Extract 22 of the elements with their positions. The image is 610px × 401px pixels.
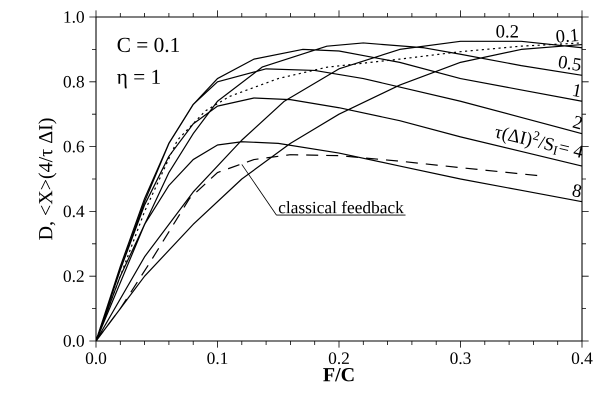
x-tick-label: 0.1 (207, 352, 228, 364)
x-tick-label: 0.4 (572, 352, 593, 364)
y-tick-label: 0.6 (64, 140, 84, 152)
x-tick-label: 0.3 (450, 352, 471, 364)
y-tick-label: 0.2 (64, 270, 84, 282)
legend-label: 0.1 (556, 28, 578, 43)
y-tick-label: 0.0 (64, 335, 84, 347)
x-tick-label: 0.2 (328, 352, 349, 364)
x-axis-title: F/C (323, 368, 354, 382)
legend-label: 8 (572, 184, 582, 198)
legend-label: 0.5 (558, 56, 581, 71)
legend-label: 0.2 (496, 25, 518, 38)
y-tick-label: 1.0 (64, 11, 84, 23)
legend-label: 1 (572, 84, 580, 98)
x-tick-label: 0.0 (86, 352, 106, 364)
y-axis-title: D, <X>(4/τ ΔI) (38, 118, 56, 240)
y-tick-label: 0.8 (64, 76, 84, 88)
annotation: C = 0.1 (118, 38, 180, 52)
legend-label: 2 (572, 116, 582, 130)
annotation: η = 1 (117, 70, 160, 88)
y-tick-label: 0.4 (64, 206, 84, 218)
annotation: classical feedback (278, 200, 404, 214)
